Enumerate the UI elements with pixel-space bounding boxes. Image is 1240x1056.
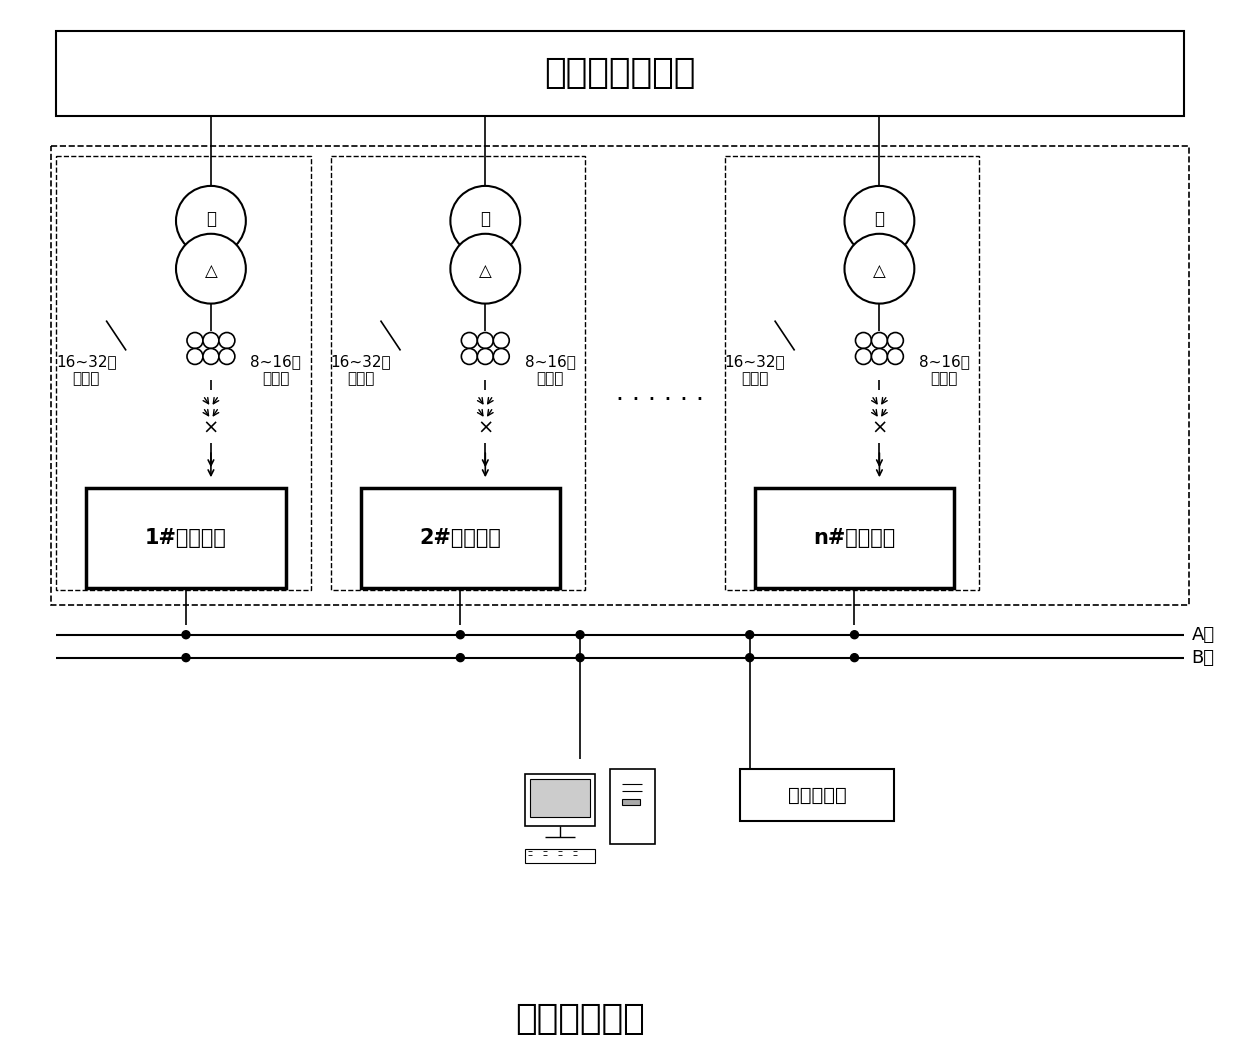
Circle shape [450, 186, 521, 256]
Text: 同步时钟源: 同步时钟源 [787, 786, 847, 805]
Text: △: △ [205, 262, 217, 280]
Circle shape [856, 348, 872, 364]
Bar [87, 488, 285, 588]
Text: · · · · · ·: · · · · · · [616, 389, 704, 412]
Text: △: △ [479, 262, 492, 280]
Circle shape [577, 654, 584, 662]
Circle shape [219, 333, 234, 348]
Circle shape [461, 348, 477, 364]
Circle shape [494, 333, 510, 348]
Text: 8~16路
模拟量: 8~16路 模拟量 [525, 354, 575, 386]
Text: 16~32路
开关量: 16~32路 开关量 [56, 354, 117, 386]
Circle shape [203, 348, 219, 364]
Bar [526, 849, 595, 863]
Circle shape [219, 348, 234, 364]
Circle shape [461, 333, 477, 348]
Text: ×: × [477, 419, 494, 438]
Circle shape [182, 654, 190, 662]
Circle shape [203, 333, 219, 348]
Bar [56, 32, 1184, 116]
Bar [610, 770, 655, 844]
Circle shape [872, 333, 888, 348]
Text: 16~32路
开关量: 16~32路 开关量 [330, 354, 391, 386]
Circle shape [494, 348, 510, 364]
Text: ⌒: ⌒ [206, 210, 216, 228]
Bar [740, 770, 894, 822]
Circle shape [477, 348, 494, 364]
Circle shape [450, 233, 521, 303]
Text: 2#录波装置: 2#录波装置 [419, 528, 501, 548]
Circle shape [176, 186, 246, 256]
Circle shape [888, 348, 904, 364]
Text: 16~32路
开关量: 16~32路 开关量 [724, 354, 785, 386]
Circle shape [745, 630, 754, 639]
Text: 1#录波装置: 1#录波装置 [145, 528, 227, 548]
Circle shape [745, 654, 754, 662]
Text: 8~16路
模拟量: 8~16路 模拟量 [250, 354, 301, 386]
Circle shape [176, 233, 246, 303]
Bar [724, 156, 980, 590]
Circle shape [888, 333, 904, 348]
Circle shape [851, 654, 858, 662]
Bar [622, 799, 640, 806]
Circle shape [856, 333, 872, 348]
Bar [331, 156, 585, 590]
Circle shape [187, 333, 203, 348]
Text: ×: × [202, 419, 219, 438]
Bar [51, 146, 1189, 605]
Text: 8~16路
模拟量: 8~16路 模拟量 [919, 354, 970, 386]
Text: ⌒: ⌒ [480, 210, 490, 228]
Circle shape [872, 348, 888, 364]
Circle shape [577, 630, 584, 639]
Circle shape [844, 186, 914, 256]
Circle shape [456, 654, 464, 662]
Bar [526, 774, 595, 826]
Circle shape [187, 348, 203, 364]
Circle shape [844, 233, 914, 303]
Text: △: △ [873, 262, 885, 280]
Bar [755, 488, 955, 588]
Text: A网: A网 [1192, 626, 1215, 644]
Text: ×: × [872, 419, 888, 438]
Circle shape [182, 630, 190, 639]
Bar [361, 488, 560, 588]
Bar [56, 156, 311, 590]
Circle shape [851, 630, 858, 639]
Text: 录波管理单元: 录波管理单元 [515, 1002, 645, 1036]
Circle shape [477, 333, 494, 348]
Text: ⌒: ⌒ [874, 210, 884, 228]
Circle shape [456, 630, 464, 639]
Bar [531, 779, 590, 817]
Text: B网: B网 [1192, 648, 1215, 666]
Text: n#录波装置: n#录波装置 [813, 528, 895, 548]
Text: 变电站一次设备: 变电站一次设备 [544, 56, 696, 90]
